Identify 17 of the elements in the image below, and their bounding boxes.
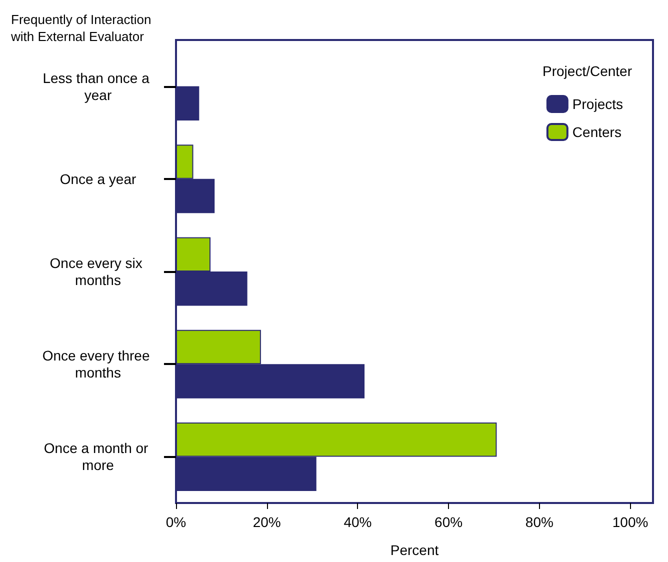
- x-tick-label: 60%: [434, 514, 463, 530]
- legend-label: Projects: [572, 96, 624, 112]
- x-axis-title: Percent: [390, 542, 439, 558]
- legend-label: Centers: [572, 124, 622, 140]
- y-axis-title: Frequently of Interaction with External Evaluator: [10, 12, 152, 44]
- x-tick-label: 20%: [252, 514, 281, 530]
- x-tick-label: 100%: [612, 514, 648, 530]
- x-tick-label: 0%: [166, 514, 186, 530]
- y-tick-label: Once a month or more: [44, 440, 152, 474]
- legend-title: Project/Center: [542, 63, 632, 79]
- y-tick-label: Less than once a year: [42, 70, 154, 103]
- x-tick-label: 40%: [344, 514, 372, 530]
- y-tick-label: Once every six months: [50, 255, 146, 288]
- bar: [176, 86, 200, 121]
- x-tick-label: 80%: [525, 514, 554, 530]
- y-tick-label: Once a year: [60, 170, 136, 187]
- y-tick-label: Once every three months: [42, 348, 154, 381]
